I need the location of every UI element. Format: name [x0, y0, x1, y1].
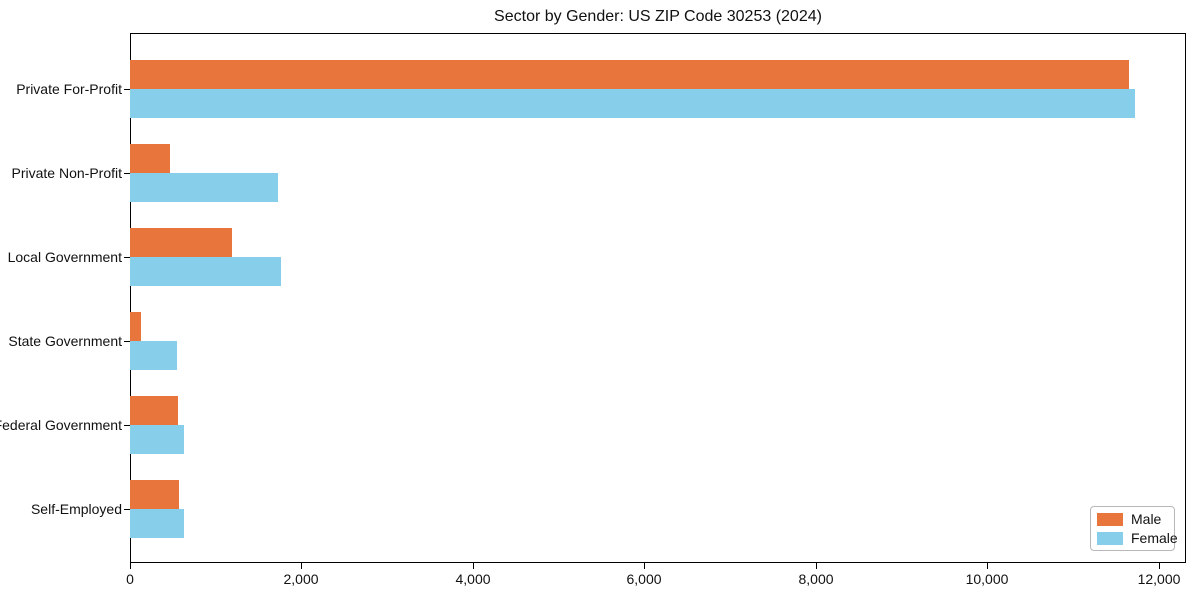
y-tick-mark — [124, 257, 130, 258]
legend-label-female: Female — [1131, 530, 1178, 546]
bar-male-private-for-profit — [130, 60, 1129, 89]
y-tick-mark — [124, 341, 130, 342]
x-tick-label-4-000: 4,000 — [455, 571, 491, 587]
bar-female-private-non-profit — [130, 173, 278, 202]
bar-female-federal-government — [130, 425, 184, 454]
legend-label-male: Male — [1131, 511, 1162, 527]
legend: Male Female — [1090, 506, 1178, 551]
x-tick-label-2-000: 2,000 — [283, 571, 319, 587]
x-tick-mark — [130, 563, 131, 569]
bar-male-self-employed — [130, 480, 179, 509]
legend-swatch-female — [1097, 531, 1123, 545]
x-tick-mark — [644, 563, 645, 569]
x-tick-label-0: 0 — [126, 571, 134, 587]
y-tick-mark — [124, 509, 130, 510]
y-tick-label-state-government: State Government — [8, 333, 122, 349]
y-tick-label-private-non-profit: Private Non-Profit — [11, 165, 122, 181]
legend-swatch-male — [1097, 512, 1123, 526]
x-tick-mark — [473, 563, 474, 569]
x-tick-mark — [816, 563, 817, 569]
legend-entry-male: Male — [1097, 512, 1167, 526]
bar-female-state-government — [130, 341, 177, 370]
bar-male-federal-government — [130, 396, 178, 425]
legend-entry-female: Female — [1097, 531, 1178, 545]
bar-female-self-employed — [130, 509, 184, 538]
x-tick-label-8-000: 8,000 — [798, 571, 834, 587]
y-tick-mark — [124, 425, 130, 426]
x-tick-mark — [987, 563, 988, 569]
x-tick-mark — [1159, 563, 1160, 569]
x-tick-mark — [301, 563, 302, 569]
bar-male-local-government — [130, 228, 232, 257]
plot-area — [130, 33, 1186, 563]
bar-male-private-non-profit — [130, 144, 170, 173]
x-tick-label-10-000: 10,000 — [965, 571, 1009, 587]
bar-male-state-government — [130, 312, 141, 341]
bar-female-local-government — [130, 257, 281, 286]
chart-title: Sector by Gender: US ZIP Code 30253 (202… — [494, 8, 822, 25]
y-tick-label-self-employed: Self-Employed — [30, 501, 122, 517]
y-tick-label-federal-government: Federal Government — [0, 417, 122, 433]
y-tick-mark — [124, 89, 130, 90]
x-tick-label-12-000: 12,000 — [1137, 571, 1181, 587]
x-tick-label-6-000: 6,000 — [626, 571, 662, 587]
y-tick-label-local-government: Local Government — [7, 249, 122, 265]
y-tick-mark — [124, 173, 130, 174]
bar-female-private-for-profit — [130, 89, 1135, 118]
y-tick-label-private-for-profit: Private For-Profit — [16, 81, 122, 97]
